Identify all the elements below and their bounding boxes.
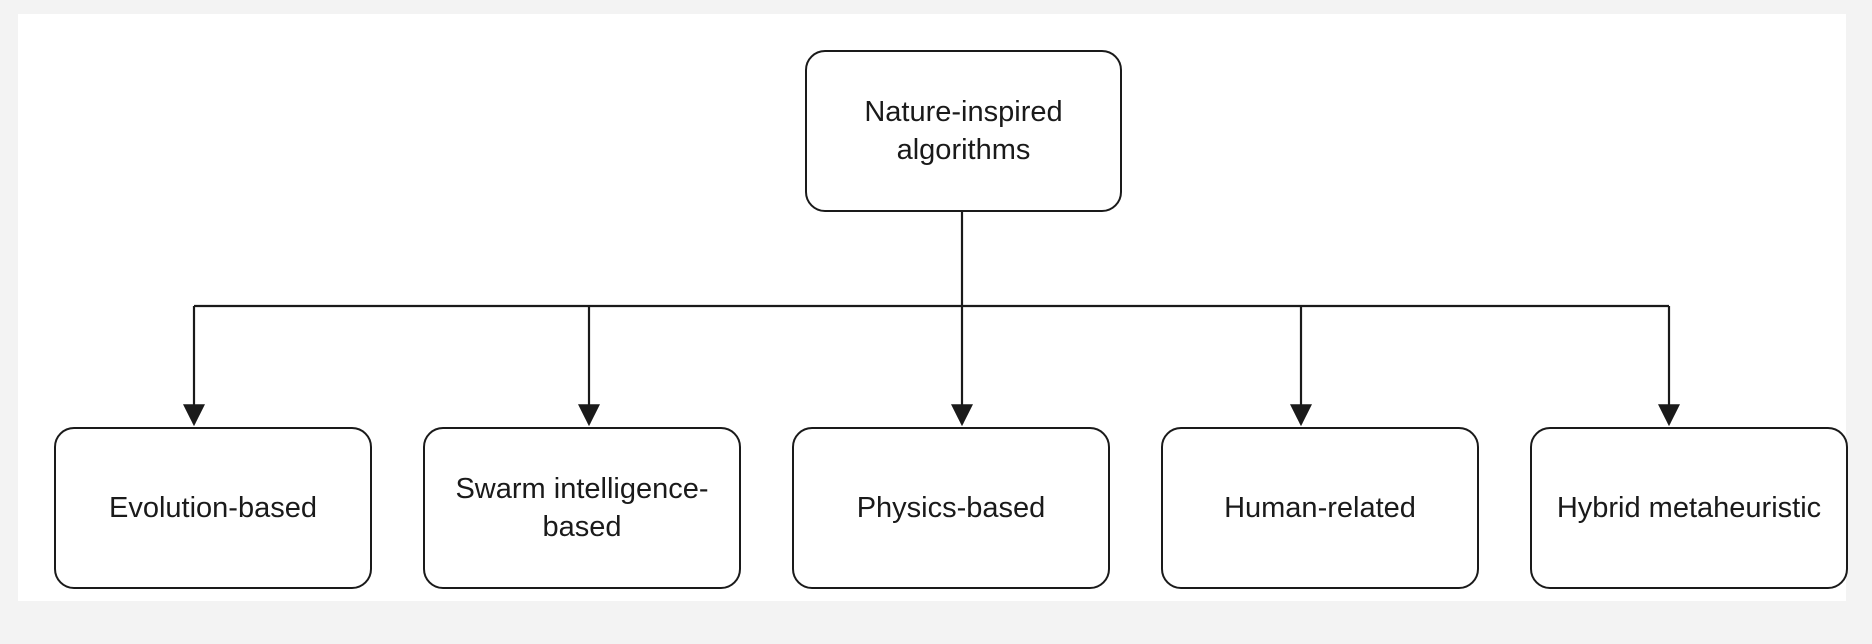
diagram-canvas: Nature-inspired algorithms Evolution-bas… <box>18 14 1848 601</box>
child-node-physics: Physics-based <box>792 427 1110 589</box>
child-node-hybrid: Hybrid metaheuristic <box>1530 427 1848 589</box>
child-node-label: Human-related <box>1224 492 1416 524</box>
connectors <box>183 212 1680 427</box>
child-node-evolution: Evolution-based <box>54 427 372 589</box>
child-node-human: Human-related <box>1161 427 1479 589</box>
child-node-label: Swarm intelligence-based <box>455 473 709 543</box>
child-node-label: Hybrid metaheuristic <box>1556 492 1822 524</box>
root-node: Nature-inspired algorithms <box>805 50 1122 212</box>
root-node-label: Nature-inspired algorithms <box>864 96 1063 166</box>
child-node-label: Evolution-based <box>109 492 317 524</box>
child-node-label: Physics-based <box>856 492 1046 524</box>
child-node-swarm: Swarm intelligence-based <box>423 427 741 589</box>
